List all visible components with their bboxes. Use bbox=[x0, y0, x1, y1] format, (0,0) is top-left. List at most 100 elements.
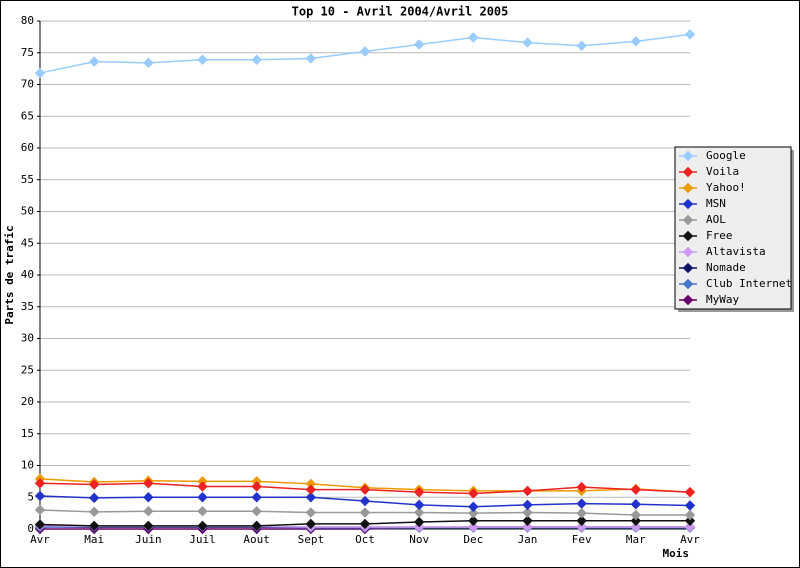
point bbox=[468, 488, 479, 499]
point bbox=[197, 520, 208, 532]
legend-marker bbox=[682, 166, 694, 178]
point bbox=[143, 57, 154, 69]
point bbox=[684, 500, 696, 511]
point bbox=[630, 499, 642, 510]
point bbox=[468, 515, 479, 526]
point bbox=[88, 506, 100, 518]
legend-marker bbox=[682, 230, 694, 242]
y-tick-label: 10 bbox=[21, 459, 34, 472]
point bbox=[630, 36, 642, 47]
y-tick-label: 20 bbox=[21, 395, 34, 408]
point bbox=[522, 507, 533, 518]
point bbox=[251, 492, 262, 503]
legend-marker bbox=[682, 214, 694, 226]
x-tick-label: Jan bbox=[518, 533, 538, 546]
x-tick-label: Oct bbox=[355, 533, 375, 546]
point bbox=[88, 479, 100, 490]
point bbox=[413, 486, 425, 498]
point bbox=[34, 519, 46, 530]
x-tick-label: Avr bbox=[30, 533, 50, 546]
point bbox=[684, 521, 696, 533]
y-tick-label: 5 bbox=[27, 490, 34, 503]
point bbox=[413, 516, 425, 528]
y-tick-label: 70 bbox=[21, 78, 34, 91]
point bbox=[413, 507, 425, 518]
point bbox=[305, 518, 317, 530]
x-tick-label: Mai bbox=[84, 533, 104, 546]
point bbox=[305, 492, 317, 503]
x-tick-label: Avr bbox=[680, 533, 700, 546]
legend-marker bbox=[682, 278, 694, 290]
x-tick-label: Mar bbox=[626, 533, 646, 546]
legend-marker bbox=[682, 150, 694, 162]
point bbox=[576, 481, 587, 493]
point bbox=[468, 32, 479, 43]
point bbox=[88, 492, 100, 504]
point bbox=[359, 507, 371, 518]
point bbox=[305, 53, 317, 64]
point bbox=[522, 37, 533, 48]
point bbox=[522, 485, 533, 497]
x-tick-label: Aout bbox=[243, 533, 270, 546]
legend-label: Club Internet bbox=[706, 277, 792, 290]
chart-title: Top 10 - Avril 2004/Avril 2005 bbox=[292, 5, 509, 19]
point bbox=[630, 521, 642, 533]
point bbox=[576, 40, 587, 51]
y-tick-label: 0 bbox=[27, 522, 34, 535]
x-tick-label: Nov bbox=[409, 533, 429, 546]
y-tick-label: 75 bbox=[21, 46, 34, 59]
y-tick-label: 25 bbox=[21, 363, 34, 376]
point bbox=[684, 515, 696, 526]
y-tick-label: 15 bbox=[21, 427, 34, 440]
y-tick-label: 35 bbox=[21, 300, 34, 313]
point bbox=[34, 504, 46, 516]
point bbox=[143, 506, 154, 517]
legend-marker bbox=[682, 294, 694, 306]
legend-marker bbox=[682, 246, 694, 258]
point bbox=[197, 506, 208, 517]
point bbox=[88, 520, 100, 532]
x-tick-label: Dec bbox=[463, 533, 483, 546]
legend-label: Nomade bbox=[706, 261, 746, 274]
point bbox=[251, 54, 262, 65]
x-tick-label: Fev bbox=[572, 533, 592, 546]
point bbox=[576, 498, 587, 509]
point bbox=[684, 486, 696, 498]
y-tick-label: 65 bbox=[21, 109, 34, 122]
point bbox=[468, 507, 479, 519]
point bbox=[684, 29, 696, 40]
x-axis-label: Mois bbox=[663, 547, 690, 560]
legend-label: MSN bbox=[706, 197, 726, 210]
point bbox=[630, 509, 642, 521]
legend-label: Google bbox=[706, 149, 746, 162]
point bbox=[576, 515, 587, 526]
point bbox=[359, 518, 371, 530]
point bbox=[413, 39, 425, 50]
legend-marker bbox=[682, 262, 694, 274]
legend-label: Voila bbox=[706, 165, 739, 178]
y-tick-label: 30 bbox=[21, 332, 34, 345]
x-tick-label: Juil bbox=[189, 533, 216, 546]
x-tick-label: Juin bbox=[135, 533, 162, 546]
point bbox=[359, 46, 371, 57]
legend-label: AOL bbox=[706, 213, 726, 226]
legend bbox=[674, 146, 792, 310]
point bbox=[143, 520, 154, 532]
point bbox=[143, 478, 154, 489]
point bbox=[630, 515, 642, 526]
point bbox=[251, 506, 262, 517]
point bbox=[522, 499, 533, 511]
y-axis-label: Parts de trafic bbox=[3, 225, 16, 324]
y-tick-label: 80 bbox=[21, 14, 34, 27]
y-tick-label: 40 bbox=[21, 268, 34, 281]
point bbox=[197, 54, 208, 65]
point bbox=[630, 484, 642, 495]
point bbox=[359, 484, 371, 495]
x-tick-label: Sept bbox=[298, 533, 325, 546]
point bbox=[576, 521, 587, 533]
point bbox=[522, 515, 533, 526]
legend-label: Yahoo! bbox=[706, 181, 746, 194]
legend-marker bbox=[682, 182, 694, 194]
